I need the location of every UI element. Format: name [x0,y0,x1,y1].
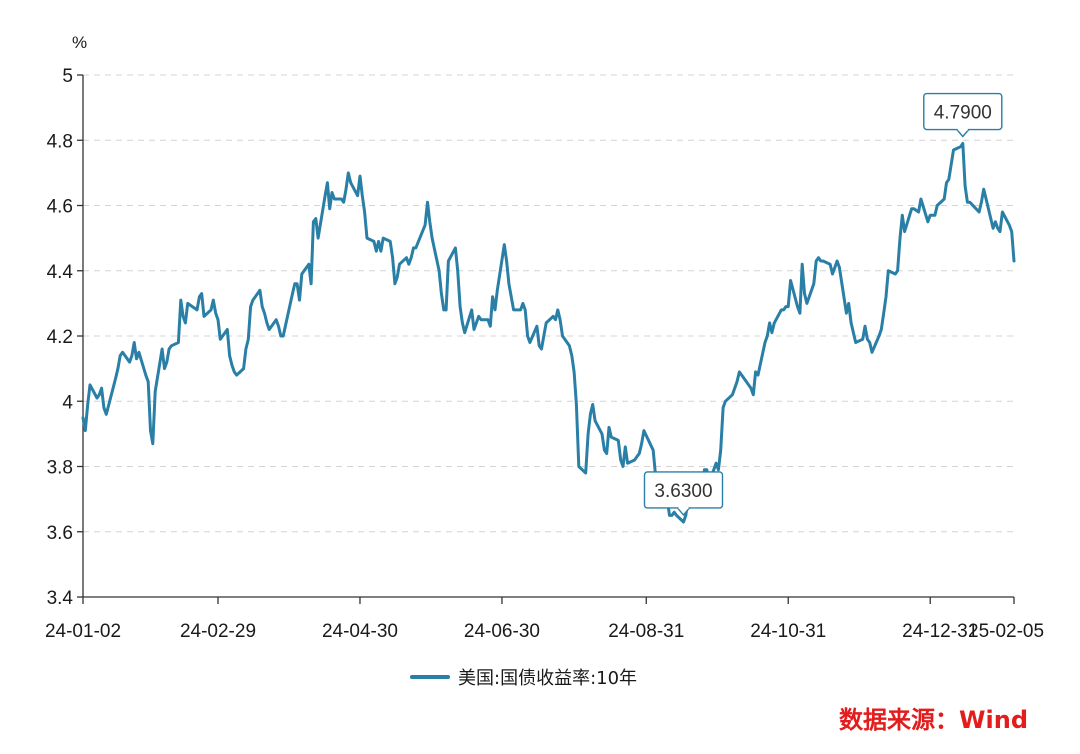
annotation-pointer [676,507,691,517]
series-group [81,142,1016,524]
x-tick-label: 24-12-31 [902,621,978,642]
y-tick-label: 3.4 [47,588,74,609]
y-tick-label: 4.6 [47,197,73,218]
y-tick-label: 4 [62,392,73,413]
source-note: 数据来源：Wind [839,706,1028,734]
x-tick-label: 24-01-02 [45,621,121,642]
annotation-label: 3.6300 [654,481,712,502]
legend-swatch [410,675,450,679]
x-tick-label: 24-10-31 [750,621,826,642]
y-tick-label: 5 [62,66,73,87]
x-tick-label: 24-04-30 [322,621,398,642]
y-axis-ticks: 3.4 3.6 3.8 4 4.2 4.4 4.6 4.8 5 [47,66,83,609]
annotation-pointer [956,129,970,138]
x-tick-label: 24-02-29 [180,621,256,642]
x-tick-label: 24-08-31 [608,621,684,642]
y-tick-label: 4.4 [47,262,74,283]
legend-label: 美国:国债收益率:10年 [458,668,638,689]
x-tick-label: 25-02-05 [968,621,1044,642]
series-line-us-10y [81,142,1016,524]
gridlines [83,74,1014,533]
y-tick-label: 4.2 [47,327,73,348]
annotation-label: 4.7900 [934,103,992,124]
y-tick-label: 3.8 [47,458,73,479]
y-tick-label: 3.6 [47,523,73,544]
x-tick-label: 24-06-30 [464,621,540,642]
x-axis-ticks: 24-01-02 24-02-29 24-04-30 24-06-30 24-08-31… [45,597,1044,642]
legend: 美国:国债收益率:10年 [410,664,637,690]
annotations: 3.6300 4.7900 [643,92,1003,517]
annotation-callout: 3.6300 [643,471,724,517]
annotation-callout: 4.7900 [923,92,1003,138]
y-axis-unit: % [72,33,87,52]
y-tick-label: 4.8 [47,131,73,152]
